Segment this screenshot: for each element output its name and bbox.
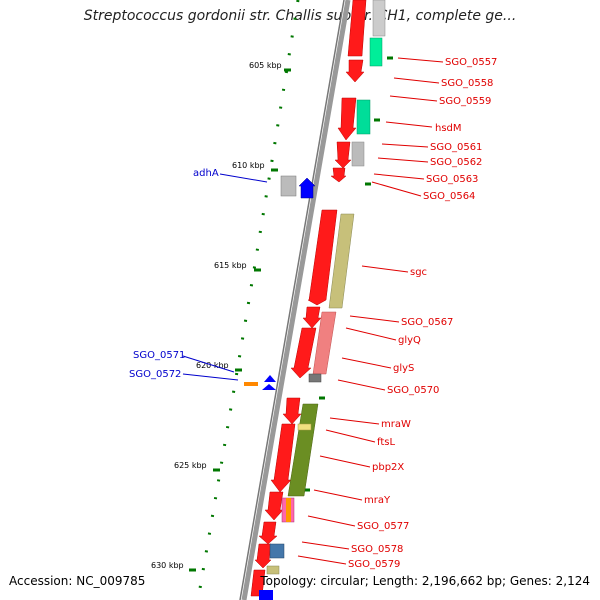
gene-arrow-sgo-0578[interactable] <box>254 543 272 569</box>
genome-summary-text: Topology: circular; Length: 2,196,662 bp… <box>260 574 590 588</box>
gene-arrow-sgo-0558[interactable] <box>345 59 365 83</box>
gene-label[interactable]: SGO_0571 <box>133 350 185 361</box>
gene-label[interactable]: SGO_0557 <box>445 57 497 68</box>
gene-label[interactable]: mraW <box>381 419 411 430</box>
gene-label[interactable]: ftsL <box>377 437 395 448</box>
scale-label: 625 kbp <box>174 461 207 470</box>
gene-arrow-hsdM[interactable] <box>337 97 357 141</box>
gene-arrow-pbp2X[interactable] <box>270 423 296 493</box>
gene-label[interactable]: hsdM <box>435 123 462 134</box>
feature-box-sgo-0562[interactable] <box>351 141 365 167</box>
gene-label[interactable]: SGO_0570 <box>387 385 439 396</box>
gene-arrow-mraW[interactable] <box>282 397 302 425</box>
accession-text: Accession: NC_009785 <box>9 574 146 588</box>
gene-arrow-sgc[interactable] <box>307 209 338 306</box>
reverse-genes <box>244 175 316 390</box>
gene-arrow-sgo-0563[interactable] <box>330 167 347 183</box>
reverse-leaders <box>182 173 268 381</box>
gene-label[interactable]: SGO_0559 <box>439 96 491 107</box>
forward-leaders <box>297 57 444 565</box>
gene-label[interactable]: glyQ <box>398 335 421 346</box>
feature-box-sgo-0570[interactable] <box>308 373 322 383</box>
backbone-inner <box>239 0 345 600</box>
feature-box-sgo-0579[interactable] <box>266 565 280 575</box>
scale-label: 610 kbp <box>232 161 265 170</box>
scale-label: 615 kbp <box>214 261 247 270</box>
gene-label[interactable]: pbp2X <box>372 462 404 473</box>
gene-arrow-sgo-0561[interactable] <box>334 141 352 169</box>
map-title: Streptococcus gordonii str. Challis subs… <box>83 8 517 24</box>
gene-box-adhA[interactable] <box>280 175 297 197</box>
feature-box-bottom[interactable] <box>259 590 273 600</box>
ruler-dotted <box>196 0 300 600</box>
feature-box-sgo-0557-top[interactable] <box>372 0 386 37</box>
gene-label[interactable]: glyS <box>393 363 414 374</box>
gene-arrow-mraY[interactable] <box>264 491 284 521</box>
gene-arrow-sgo-0572[interactable] <box>262 384 276 390</box>
feature-box-sgo-0557[interactable] <box>369 37 383 67</box>
backbone-outer <box>241 0 351 600</box>
strand-ticks <box>304 56 393 492</box>
gene-label[interactable]: SGO_0561 <box>430 142 482 153</box>
feature-box-glyS[interactable] <box>312 311 337 375</box>
gene-label[interactable]: SGO_0578 <box>351 544 403 555</box>
gene-label[interactable]: SGO_0572 <box>129 369 181 380</box>
gene-arrow-sgo-0557[interactable] <box>347 0 367 57</box>
gene-label[interactable]: SGO_0562 <box>430 157 482 168</box>
gene-arrow-sgo-0577[interactable] <box>258 521 278 545</box>
scale-label: 630 kbp <box>151 561 184 570</box>
gene-label[interactable]: sgc <box>410 267 427 278</box>
gene-label[interactable]: mraY <box>364 495 391 506</box>
feature-box-hsdM[interactable] <box>356 99 371 135</box>
gene-label[interactable]: SGO_0579 <box>348 559 400 570</box>
gene-label[interactable]: adhA <box>193 168 219 179</box>
gene-arrow-sgo-0567[interactable] <box>302 306 322 329</box>
gene-label[interactable]: SGO_0577 <box>357 521 409 532</box>
gene-label[interactable]: SGO_0558 <box>441 78 493 89</box>
forward-genes <box>250 0 367 597</box>
gene-box-sgo-0572[interactable] <box>244 382 258 386</box>
forward-feature-boxes <box>259 0 386 600</box>
feature-box-ftsL[interactable] <box>297 423 312 431</box>
gene-arrow-glyQ[interactable] <box>290 327 317 379</box>
feature-box-sgo-0578[interactable] <box>269 543 285 559</box>
scale-label: 605 kbp <box>249 61 282 70</box>
gene-arrow-sgo-0571[interactable] <box>264 375 276 382</box>
gene-label[interactable]: SGO_0567 <box>401 317 453 328</box>
gene-label[interactable]: SGO_0564 <box>423 191 475 202</box>
ruler-major-ticks <box>189 68 291 572</box>
feature-box-sgo-0577-b[interactable] <box>286 498 291 522</box>
gene-arrow-adhA[interactable] <box>298 177 316 199</box>
gene-label[interactable]: SGO_0563 <box>426 174 478 185</box>
feature-box-sgc[interactable] <box>328 213 355 309</box>
